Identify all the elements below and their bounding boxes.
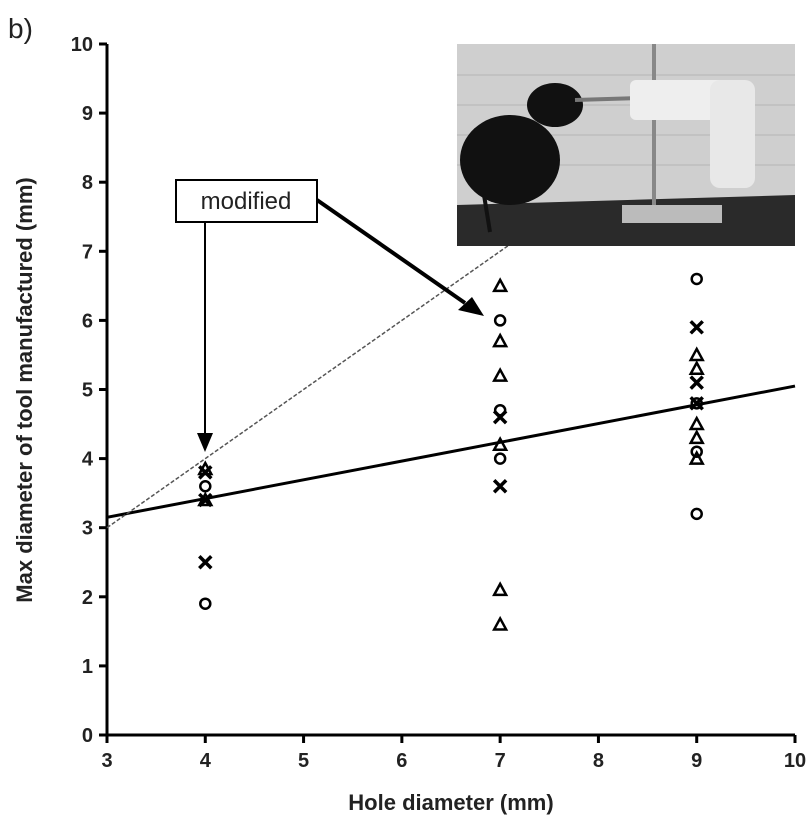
point	[689, 396, 704, 411]
point	[492, 436, 509, 452]
point	[198, 492, 213, 508]
point	[492, 332, 509, 348]
annotation-text: modified	[201, 188, 292, 215]
y-tick-label: 10	[71, 34, 93, 56]
panel-label: b)	[8, 13, 33, 44]
y-tick-label: 4	[82, 449, 94, 471]
point	[492, 409, 508, 425]
y-axis-label: Max diameter of tool manufactured (mm)	[12, 177, 37, 602]
y-tick-label: 2	[82, 587, 93, 609]
point	[689, 320, 704, 335]
y-tick-label: 6	[82, 310, 93, 332]
point	[689, 375, 704, 390]
point	[690, 397, 703, 410]
x-tick-label: 5	[298, 750, 309, 772]
x-tick-label: 9	[691, 750, 702, 772]
point	[492, 277, 509, 293]
x-tick-label: 8	[593, 750, 604, 772]
y-tick-label: 3	[82, 518, 93, 540]
point	[688, 346, 705, 362]
y-tick-label: 8	[82, 172, 93, 194]
point	[198, 555, 213, 570]
point	[197, 491, 214, 507]
y-tick-label: 5	[82, 380, 93, 402]
x-tick-label: 3	[101, 750, 112, 772]
point	[690, 272, 703, 286]
point	[492, 581, 509, 597]
annotation: modified	[175, 179, 484, 452]
point	[690, 507, 703, 521]
x-axis-label: Hole diameter (mm)	[348, 790, 553, 815]
point	[199, 479, 212, 493]
point	[493, 452, 507, 465]
point	[198, 465, 213, 480]
photo-inset	[457, 44, 795, 246]
point	[199, 597, 212, 610]
y-tick-label: 7	[82, 241, 93, 263]
x-tick-label: 10	[784, 750, 806, 772]
plot-area: 3 4 5 6 7 8 9 10 0 1 2 3 4 5 6 7 8 9 10	[71, 34, 806, 772]
x-tick-label: 4	[200, 750, 212, 772]
point	[492, 367, 509, 382]
point	[492, 615, 509, 631]
y-tick-label: 1	[82, 656, 93, 678]
point	[493, 314, 507, 327]
point	[688, 360, 705, 376]
point	[688, 429, 705, 445]
fit-line	[106, 384, 796, 519]
point	[492, 479, 508, 494]
y-tick-label: 9	[82, 103, 93, 125]
point	[688, 415, 705, 431]
point	[690, 445, 703, 458]
y-tick-label: 0	[82, 725, 93, 747]
x-tick-label: 6	[396, 750, 407, 772]
x-tick-label: 7	[495, 750, 506, 772]
point	[688, 449, 705, 465]
fit-line	[106, 236, 521, 529]
